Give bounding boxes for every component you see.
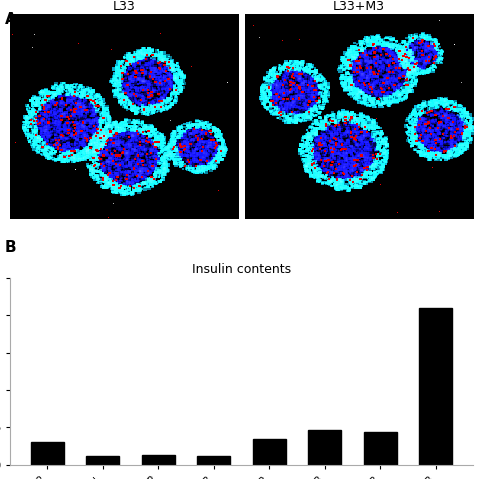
Bar [419, 308, 452, 465]
Bar [253, 439, 286, 465]
Text: B: B [5, 240, 16, 254]
Bar [86, 456, 119, 465]
Bar [31, 442, 64, 465]
Bar [142, 455, 175, 465]
Title: L33: L33 [113, 0, 135, 13]
Bar [197, 456, 230, 465]
Bar [364, 432, 397, 465]
Title: Insulin contents: Insulin contents [192, 262, 291, 275]
Text: A: A [5, 12, 16, 27]
Title: L33+M3: L33+M3 [333, 0, 385, 13]
Bar [308, 430, 341, 465]
